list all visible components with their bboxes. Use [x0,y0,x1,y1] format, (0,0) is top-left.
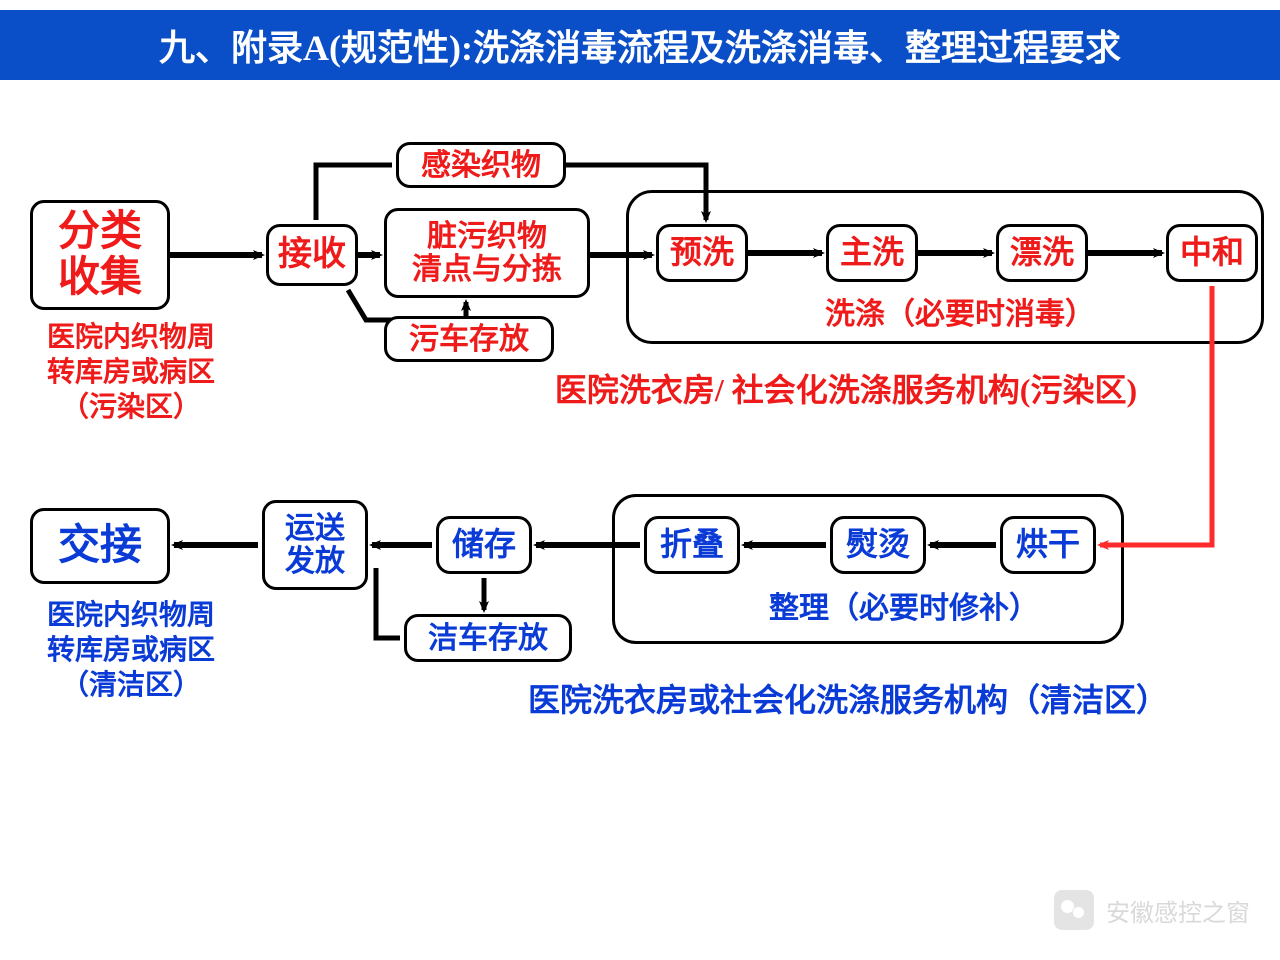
node-mainwash: 主洗 [826,224,918,282]
node-receive: 接收 [266,224,358,286]
node-dry: 烘干 [1000,516,1096,574]
node-store: 储存 [436,516,532,574]
edge [316,165,392,220]
node-dispatch: 运送 发放 [262,500,368,590]
title-banner: 九、附录A(规范性):洗涤消毒流程及洗涤消毒、整理过程要求 [0,10,1280,80]
arrow-layer [0,0,1280,960]
node-handover: 交接 [30,508,170,584]
node-infected: 感染织物 [396,142,566,188]
label-lab_collect: 医院内织物周 转库房或病区 （污染区） [16,320,246,425]
watermark: 安徽感控之窗 [1054,890,1250,930]
label-lab_arrange: 整理（必要时修补） [704,590,1104,628]
label-lab_laundry2: 医院洗衣房或社会化洗涤服务机构（清洁区） [438,680,1258,720]
label-lab_laundry1: 医院洗衣房/ 社会化洗涤服务机构(污染区) [426,370,1266,410]
wechat-icon [1054,890,1094,930]
edge [376,568,400,638]
node-cleancar: 洁车存放 [404,614,572,662]
node-sort: 脏污织物 清点与分拣 [384,208,590,298]
node-prewash: 预洗 [656,224,748,282]
watermark-text: 安徽感控之窗 [1106,893,1250,928]
node-dirtycar: 污车存放 [384,316,554,362]
label-lab_wash: 洗涤（必要时消毒） [760,296,1160,334]
node-rinse: 漂洗 [996,224,1088,282]
node-iron: 熨烫 [830,516,926,574]
title-text: 九、附录A(规范性):洗涤消毒流程及洗涤消毒、整理过程要求 [159,19,1121,71]
node-neutral: 中和 [1166,224,1258,282]
label-lab_handover: 医院内织物周 转库房或病区 （清洁区） [16,598,246,703]
node-collect: 分类 收集 [30,200,170,310]
node-fold: 折叠 [644,516,740,574]
